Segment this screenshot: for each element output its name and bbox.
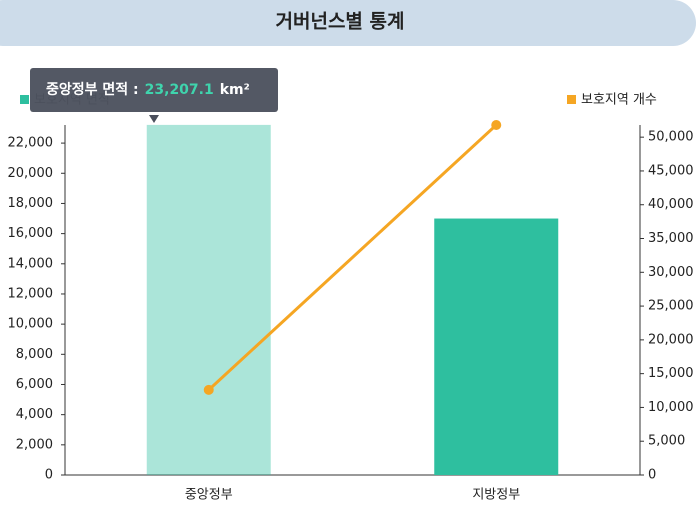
y2-tick-label: 0 (648, 468, 656, 483)
y-tick-label: 4,000 (16, 407, 53, 422)
y-tick-label: 10,000 (8, 317, 54, 332)
legend-swatch (20, 95, 29, 104)
y-tick-label: 18,000 (8, 196, 54, 211)
y-tick-label: 12,000 (8, 286, 54, 301)
chart-title: 거버넌스별 통계 (276, 11, 405, 33)
y2-tick-label: 25,000 (648, 299, 694, 314)
y2-tick-label: 5,000 (648, 434, 685, 449)
y2-tick-label: 50,000 (648, 130, 694, 145)
y2-tick-label: 40,000 (648, 197, 694, 212)
tooltip-text: 중앙정부 면적 : 23,207.1 km² (46, 81, 250, 98)
line-point (491, 120, 502, 130)
x-tick-label: 중앙정부 (185, 488, 233, 503)
tooltip-box (30, 68, 278, 112)
legend-label: 보호지역 개수 (581, 93, 657, 108)
y-tick-label: 20,000 (8, 166, 54, 181)
y2-tick-label: 15,000 (648, 366, 694, 381)
y-tick-label: 2,000 (16, 437, 53, 452)
y-tick-label: 0 (45, 468, 53, 483)
y-tick-label: 6,000 (16, 377, 53, 392)
y2-tick-label: 30,000 (648, 265, 694, 280)
y2-tick-label: 20,000 (648, 332, 694, 347)
y-tick-label: 8,000 (16, 347, 53, 362)
bar (146, 124, 271, 476)
y2-tick-label: 10,000 (648, 400, 694, 415)
y-tick-label: 14,000 (8, 256, 54, 271)
tooltip-part: 중앙정부 면적 : (46, 81, 139, 98)
tooltip-part: km² (220, 82, 250, 98)
tooltip-part: 23,207.1 (145, 82, 214, 98)
tooltip-arrow (149, 115, 159, 123)
line (207, 123, 498, 391)
y2-tick-label: 35,000 (648, 231, 694, 246)
legend-swatch (567, 95, 576, 104)
y2-tick-label: 45,000 (648, 163, 694, 178)
y-tick-label: 16,000 (8, 226, 54, 241)
bar (434, 218, 559, 475)
line-point (203, 384, 214, 395)
x-tick-label: 지방정부 (472, 488, 520, 503)
y-tick-label: 22,000 (8, 136, 54, 151)
header-bar (0, 0, 696, 46)
